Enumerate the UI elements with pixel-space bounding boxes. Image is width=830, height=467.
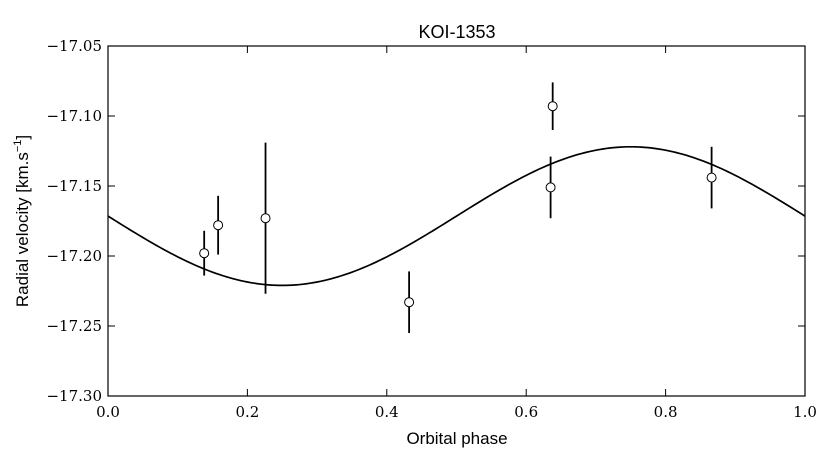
- data-point: [404, 297, 415, 308]
- y-tick-label: −17.30: [46, 387, 102, 405]
- y-axis-label-text: Radial velocity [km.s: [13, 152, 32, 307]
- x-tick-label: 0.6: [514, 403, 538, 421]
- data-points: [199, 101, 717, 308]
- y-axis-label-close: ]: [13, 135, 32, 140]
- x-tick-label: 0.0: [96, 403, 120, 421]
- chart-title: KOI-1353: [418, 22, 495, 42]
- x-tick-label: 0.8: [654, 403, 678, 421]
- x-tick-label: 1.0: [793, 403, 817, 421]
- data-point: [213, 220, 224, 231]
- y-tick-label: −17.05: [46, 37, 102, 55]
- x-tick-label: 0.2: [235, 403, 259, 421]
- data-point: [545, 182, 556, 193]
- y-axis-ticks: −17.30 −17.25 −17.20 −17.15 −17.10 −17.05: [46, 37, 805, 405]
- y-axis-label: Radial velocity [km.s−1]: [12, 135, 32, 307]
- data-point: [706, 172, 717, 183]
- data-point: [260, 213, 271, 224]
- x-tick-label: 0.4: [375, 403, 399, 421]
- model-curve: [107, 145, 806, 287]
- y-tick-label: −17.20: [46, 247, 102, 265]
- x-axis-label: Orbital phase: [406, 429, 507, 448]
- y-axis-label-exponent: −1: [12, 140, 24, 153]
- data-point: [199, 248, 210, 259]
- error-bars: [203, 82, 713, 333]
- plot-frame: [107, 45, 806, 397]
- data-point: [547, 101, 558, 112]
- y-tick-label: −17.15: [46, 177, 102, 195]
- y-tick-label: −17.10: [46, 107, 102, 125]
- y-tick-label: −17.25: [46, 317, 102, 335]
- x-axis-ticks: 0.0 0.2 0.4 0.6 0.8 1.0: [96, 46, 817, 421]
